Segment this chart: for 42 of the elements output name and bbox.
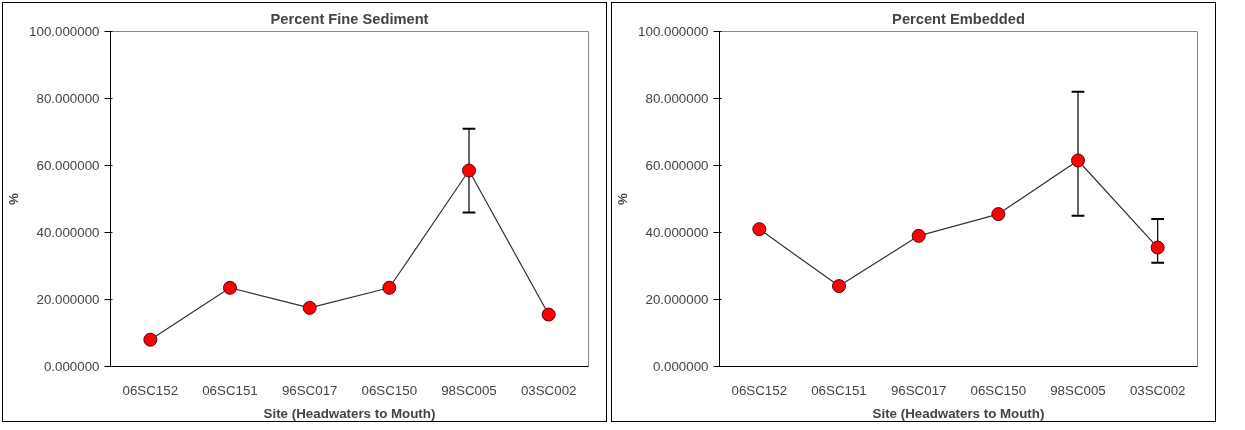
chart-title: Percent Embedded (892, 10, 1025, 27)
y-axis-title: % (6, 192, 22, 205)
point (752, 222, 767, 237)
y-tick-label: 40.000000 (645, 225, 709, 240)
x-tick-label: 06SC150 (361, 382, 418, 398)
point (1071, 153, 1085, 168)
x-tick-label: 03SC002 (520, 382, 577, 398)
x-tick-label: 96SC017 (281, 382, 338, 398)
x-tick-label: 03SC002 (1129, 382, 1186, 398)
y-tick-label: 40.000000 (36, 225, 100, 240)
point (832, 279, 846, 294)
y-tick-label: 80.000000 (36, 91, 100, 106)
x-tick-label: 96SC017 (890, 382, 947, 398)
x-axis-title: Site (Headwaters to Mouth) (263, 405, 436, 421)
point (382, 280, 397, 295)
y-tick-label: 0.000000 (652, 359, 709, 374)
y-tick-label: 100.000000 (29, 24, 100, 39)
point (541, 307, 556, 322)
point (302, 300, 317, 315)
y-tick-label: 0.000000 (43, 359, 100, 374)
point (223, 280, 237, 295)
point (1150, 240, 1165, 255)
point (462, 163, 476, 178)
y-tick-label: 100.000000 (638, 24, 709, 39)
x-tick-label: 06SC152 (731, 382, 788, 398)
x-tick-label: 06SC150 (970, 382, 1027, 398)
x-tick-label: 06SC152 (122, 382, 179, 398)
y-tick-label: 20.000000 (645, 292, 709, 307)
x-tick-label: 06SC151 (202, 382, 258, 398)
point (991, 207, 1006, 222)
point (911, 228, 926, 243)
x-tick-label: 98SC005 (441, 382, 497, 398)
y-tick-label: 60.000000 (645, 158, 709, 173)
x-axis-title: Site (Headwaters to Mouth) (872, 405, 1045, 421)
x-tick-label: 06SC151 (811, 382, 867, 398)
x-tick-label: 98SC005 (1050, 382, 1106, 398)
y-tick-label: 20.000000 (36, 292, 100, 307)
y-axis-title: % (615, 192, 631, 205)
y-tick-label: 80.000000 (645, 91, 709, 106)
point (143, 332, 158, 347)
chart-title: Percent Fine Sediment (270, 10, 429, 27)
y-tick-label: 60.000000 (36, 158, 100, 173)
